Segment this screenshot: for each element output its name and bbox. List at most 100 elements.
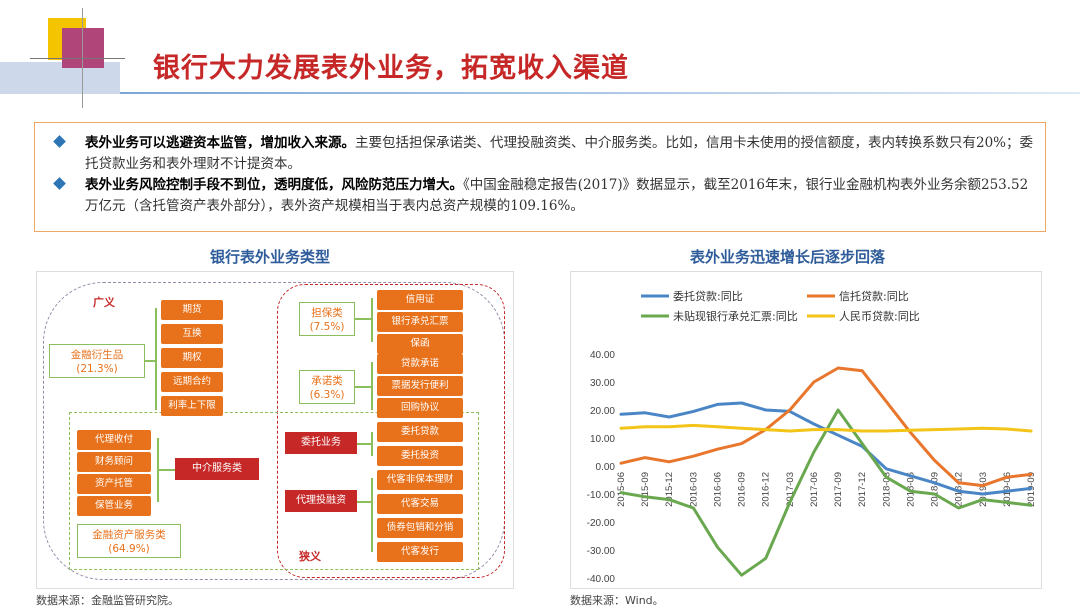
x-tick-label: 2017-06 bbox=[809, 472, 820, 507]
right-source: 数据来源：Wind。 bbox=[570, 594, 664, 607]
intermediary-service: 中介服务类 bbox=[175, 458, 259, 480]
diamond-bullet-icon bbox=[53, 135, 66, 148]
header-decoration-hline bbox=[30, 58, 125, 59]
y-tick-label: -10.00 bbox=[587, 490, 616, 501]
summary-bullet-1: 表外业务可以逃避资本监管，增加收入来源。主要包括担保承诺类、代理投融资类、中介服… bbox=[45, 133, 1035, 175]
y-tick-label: 10.00 bbox=[590, 434, 615, 445]
summary-box: 表外业务可以逃避资本监管，增加收入来源。主要包括担保承诺类、代理投融资类、中介服… bbox=[34, 122, 1046, 232]
x-tick-label: 2018-06 bbox=[905, 472, 916, 507]
y-tick-label: 0.00 bbox=[596, 462, 616, 473]
business-type-diagram: 广义 狭义 金融衍生品 (21.3%) 期货 互换 期权 远期合约 利率上下限 … bbox=[36, 271, 514, 589]
broad-label: 广义 bbox=[93, 296, 115, 309]
service-outline bbox=[69, 412, 479, 570]
x-tick-label: 2017-09 bbox=[833, 472, 844, 507]
x-tick-label: 2015-12 bbox=[664, 472, 675, 507]
service-group-name: 金融资产服务类 bbox=[92, 529, 166, 541]
connector bbox=[157, 438, 159, 502]
connector bbox=[357, 443, 371, 445]
guarantee-name: 担保类 bbox=[311, 307, 343, 319]
y-tick-label: 40.00 bbox=[590, 350, 615, 361]
agency-item-3: 债券包销和分销 bbox=[377, 518, 463, 538]
x-tick-label: 2019-06 bbox=[1002, 472, 1013, 507]
service-item-4: 保管业务 bbox=[77, 496, 151, 516]
left-heading: 银行表外业务类型 bbox=[210, 248, 331, 266]
y-tick-label: -30.00 bbox=[587, 546, 616, 557]
chart-frame: 40.00 30.00 20.00 10.00 0.00 -10.00 -20.00 -30.… bbox=[570, 271, 1042, 589]
connector bbox=[371, 362, 373, 410]
connector bbox=[157, 469, 175, 471]
commitment-item-3: 回购协议 bbox=[377, 398, 463, 418]
series-line bbox=[619, 401, 1033, 496]
commitment-item-2: 票据发行便利 bbox=[377, 376, 463, 396]
entrusted-item-2: 委托投资 bbox=[377, 446, 463, 466]
x-tick-label: 2019-03 bbox=[978, 472, 989, 507]
derivative-options: 期权 bbox=[161, 348, 223, 368]
derivative-forwards: 远期合约 bbox=[161, 372, 223, 392]
y-tick-label: -40.00 bbox=[587, 574, 616, 585]
guarantee-item-3: 保函 bbox=[377, 334, 463, 354]
derivative-caps-floors: 利率上下限 bbox=[161, 396, 223, 416]
legend-label: 人民币贷款:同比 bbox=[839, 309, 920, 323]
connector bbox=[371, 478, 373, 552]
x-tick-label: 2017-12 bbox=[857, 472, 868, 507]
header-decoration-purple bbox=[62, 28, 104, 68]
bullet-1-text: 主要包括担保承诺类、代理投融资类、中介服务类。比如，信用卡未使用的授信额度，表内… bbox=[85, 135, 1034, 172]
y-tick-label: 30.00 bbox=[590, 378, 615, 389]
derivative-futures: 期货 bbox=[161, 300, 223, 320]
derivative-swap: 互换 bbox=[161, 324, 223, 344]
title-underline bbox=[120, 92, 1080, 94]
legend-label: 未贴现银行承兑汇票:同比 bbox=[673, 309, 798, 323]
commitment-item-1: 贷款承诺 bbox=[377, 354, 463, 374]
derivatives-name: 金融衍生品 bbox=[70, 349, 124, 361]
service-group-pct: (64.9%) bbox=[108, 543, 150, 555]
connector bbox=[355, 318, 371, 320]
commitment-pct: (6.3%) bbox=[309, 389, 345, 401]
series-line bbox=[619, 366, 1033, 488]
guarantee-item-1: 信用证 bbox=[377, 290, 463, 310]
guarantee-group: 担保类 (7.5%) bbox=[299, 302, 355, 336]
connector bbox=[145, 360, 155, 362]
x-tick-label: 2016-12 bbox=[761, 472, 772, 507]
derivatives-group: 金融衍生品 (21.3%) bbox=[49, 344, 145, 378]
series-line bbox=[619, 423, 1033, 433]
page-title: 银行大力发展表外业务，拓宽收入渠道 bbox=[153, 53, 629, 84]
bullet-1-bold: 表外业务可以逃避资本监管，增加收入来源。 bbox=[85, 135, 355, 151]
service-group: 金融资产服务类 (64.9%) bbox=[77, 524, 181, 558]
bullet-2-bold: 表外业务风险控制手段不到位，透明度低，风险防范压力增大。 bbox=[85, 177, 463, 193]
x-tick-label: 2015-09 bbox=[640, 472, 651, 507]
x-tick-label: 2016-06 bbox=[712, 472, 723, 507]
connector bbox=[371, 298, 373, 342]
connector bbox=[371, 432, 373, 456]
summary-bullet-2: 表外业务风险控制手段不到位，透明度低，风险防范压力增大。《中国金融稳定报告(20… bbox=[45, 175, 1035, 217]
x-tick-label: 2016-03 bbox=[688, 472, 699, 507]
x-tick-label: 2015-06 bbox=[616, 472, 627, 507]
agency-item-4: 代客发行 bbox=[377, 542, 463, 562]
connector bbox=[357, 501, 371, 503]
commitment-group: 承诺类 (6.3%) bbox=[299, 370, 355, 404]
x-tick-label: 2018-09 bbox=[930, 472, 941, 507]
narrow-outline bbox=[277, 284, 505, 578]
connector bbox=[355, 386, 371, 388]
service-item-2: 财务顾问 bbox=[77, 452, 151, 472]
bullet-2-text: 《中国金融稳定报告(2017)》数据显示，截至2016年末，银行业金融机构表外业… bbox=[85, 177, 1029, 214]
guarantee-item-2: 银行承兑汇票 bbox=[377, 312, 463, 332]
derivatives-pct: (21.3%) bbox=[76, 363, 118, 375]
y-tick-label: 20.00 bbox=[590, 406, 615, 417]
service-item-3: 资产托管 bbox=[77, 474, 151, 494]
legend-label: 委托贷款:同比 bbox=[673, 289, 743, 303]
commitment-name: 承诺类 bbox=[311, 375, 343, 387]
line-chart: 40.00 30.00 20.00 10.00 0.00 -10.00 -20.00 -30.… bbox=[587, 289, 1037, 585]
guarantee-pct: (7.5%) bbox=[309, 321, 345, 333]
x-tick-label: 2017-03 bbox=[785, 472, 796, 507]
service-item-1: 代理收付 bbox=[77, 430, 151, 450]
x-tick-label: 2018-12 bbox=[954, 472, 965, 507]
x-tick-label: 2018-03 bbox=[881, 472, 892, 507]
narrow-label: 狭义 bbox=[299, 550, 321, 563]
entrusted-business: 委托业务 bbox=[285, 432, 357, 454]
x-tick-label: 2016-09 bbox=[737, 472, 748, 507]
connector bbox=[155, 308, 157, 410]
diamond-bullet-icon bbox=[53, 177, 66, 190]
entrusted-item-1: 委托贷款 bbox=[377, 422, 463, 442]
agency-investment: 代理投融资 bbox=[285, 490, 357, 512]
